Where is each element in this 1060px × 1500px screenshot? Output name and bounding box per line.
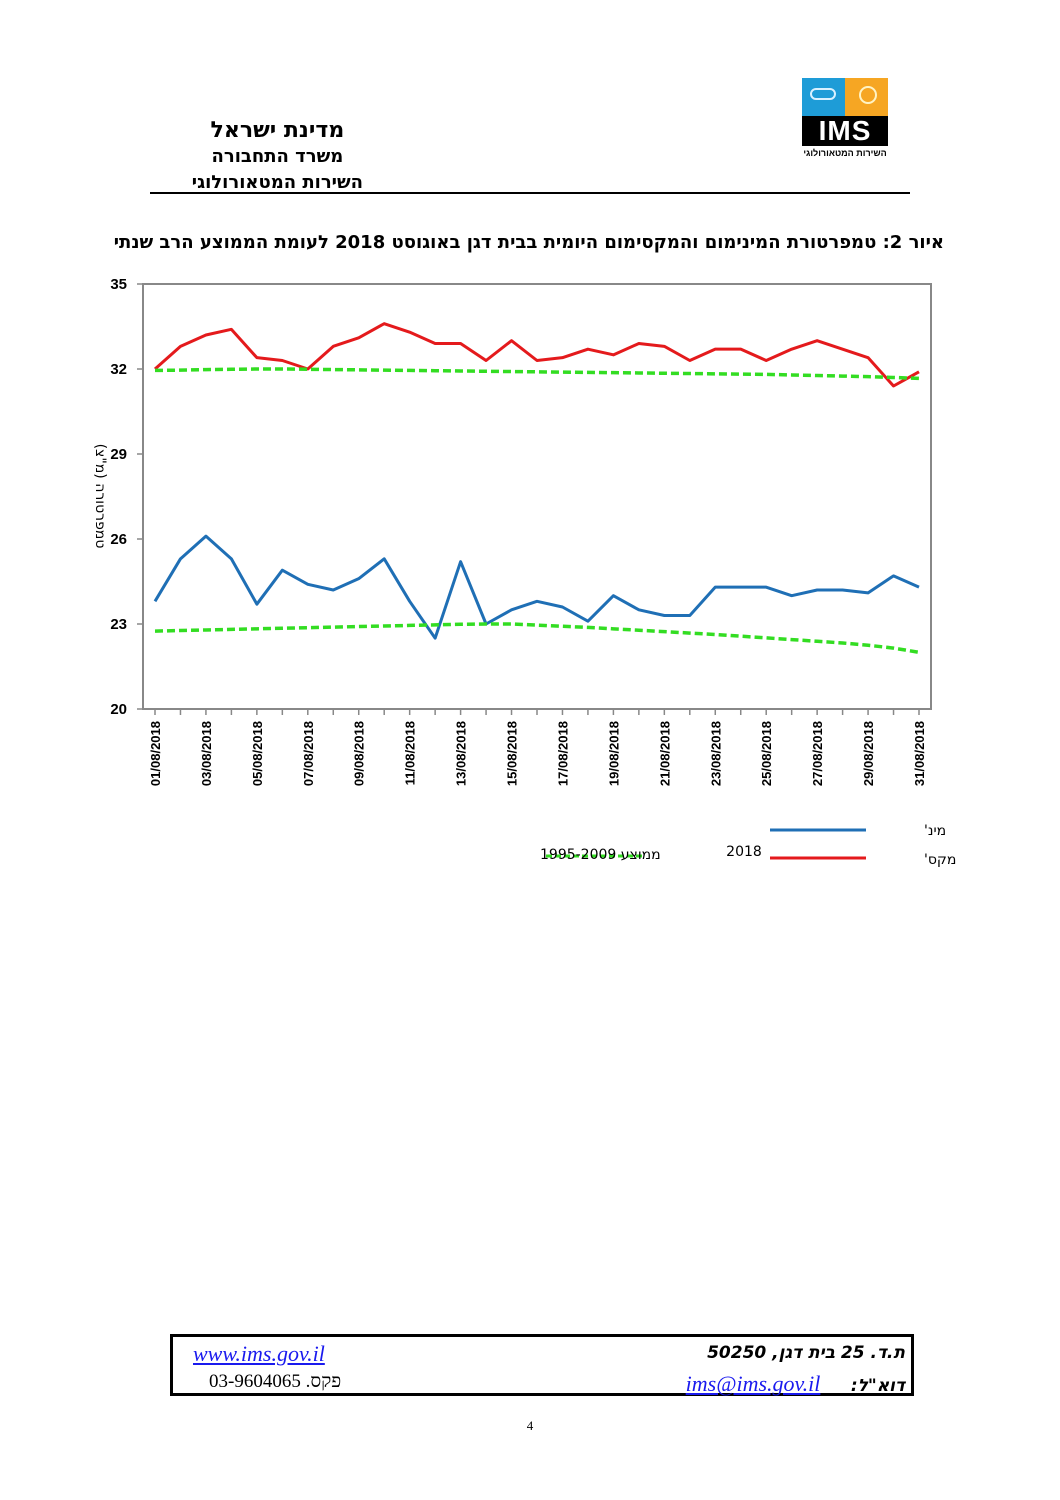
x-tick-label: 11/08/2018 [403, 721, 418, 785]
legend-year-label: 2018 [726, 844, 762, 860]
organization-header: מדינת ישראל משרד התחבורה השירות המטאורול… [192, 118, 363, 196]
x-tick-label: 31/08/2018 [912, 721, 927, 786]
y-tick-label: 23 [110, 616, 127, 633]
y-tick-label: 32 [110, 361, 127, 378]
logo-subtitle: השירות המטאורולוגי [803, 148, 887, 158]
logo-text: IMS [802, 116, 888, 146]
legend-avg-label: ממוצע 1995-2009 [540, 847, 661, 863]
ims-logo: IMS השירות המטאורולוגי [802, 78, 888, 164]
y-tick-label: 26 [110, 531, 127, 548]
series-line-2 [154, 367, 920, 381]
legend-max-label: מקס' [924, 852, 956, 868]
x-tick-label: 09/08/2018 [352, 721, 367, 786]
header-divider [150, 192, 910, 194]
x-tick-label: 01/08/2018 [148, 721, 163, 786]
x-tick-label: 29/08/2018 [861, 721, 876, 786]
temperature-line-chart: 20 23 26 29 32 35 01/08/2018 03/08/2018 05/08/2… [92, 276, 956, 868]
y-tick-label: 29 [110, 446, 127, 463]
logo-rain-icon [802, 78, 845, 116]
email-label: דוא"ל: [850, 1376, 905, 1396]
series-line-3 [154, 622, 920, 655]
org-name-line1: מדינת ישראל [210, 118, 345, 143]
plot-area [142, 283, 932, 710]
series-line-0 [154, 322, 920, 388]
email-link[interactable]: ims@ims.gov.il [685, 1371, 821, 1396]
x-tick-label: 27/08/2018 [810, 721, 825, 786]
logo-sun-icon [845, 78, 888, 116]
series-line-1 [153, 534, 920, 640]
x-tick-label: 05/08/2018 [250, 721, 265, 786]
org-name-line2: משרד התחבורה [211, 146, 344, 167]
page-number: 4 [526, 1418, 534, 1433]
contact-footer: www.ims.gov.il פקס. 03-9604065 ת.ד. 25 ב… [170, 1334, 914, 1396]
x-tick-label: 07/08/2018 [301, 721, 316, 786]
y-axis-label: טמפרטורה (מ"צ) [92, 444, 108, 549]
figure-title: איור 2: טמפרטורת המינימום והמקסימום היומ… [113, 232, 944, 253]
fax-number: פקס. 03-9604065 [209, 1371, 342, 1392]
x-tick-label: 17/08/2018 [555, 721, 570, 786]
postal-address: ת.ד. 25 בית דגן, 50250 [707, 1343, 905, 1363]
website-link[interactable]: www.ims.gov.il [193, 1341, 325, 1366]
x-tick-label: 25/08/2018 [759, 721, 774, 786]
legend-min-label: מינ' [924, 823, 946, 839]
x-tick-label: 03/08/2018 [199, 721, 214, 786]
x-tick-label: 15/08/2018 [505, 721, 520, 786]
x-tick-label: 13/08/2018 [454, 721, 469, 786]
y-tick-label: 20 [110, 701, 127, 718]
y-tick-label: 35 [110, 276, 127, 293]
email-row: דוא"ל: ims@ims.gov.il [686, 1371, 905, 1397]
x-tick-label: 19/08/2018 [606, 721, 621, 786]
x-tick-label: 21/08/2018 [657, 721, 672, 786]
legend: מינ' מקס' 2018 ממוצע 1995-2009 [540, 823, 956, 868]
x-tick-label: 23/08/2018 [708, 721, 723, 786]
org-name-line3: השירות המטאורולוגי [191, 172, 363, 193]
